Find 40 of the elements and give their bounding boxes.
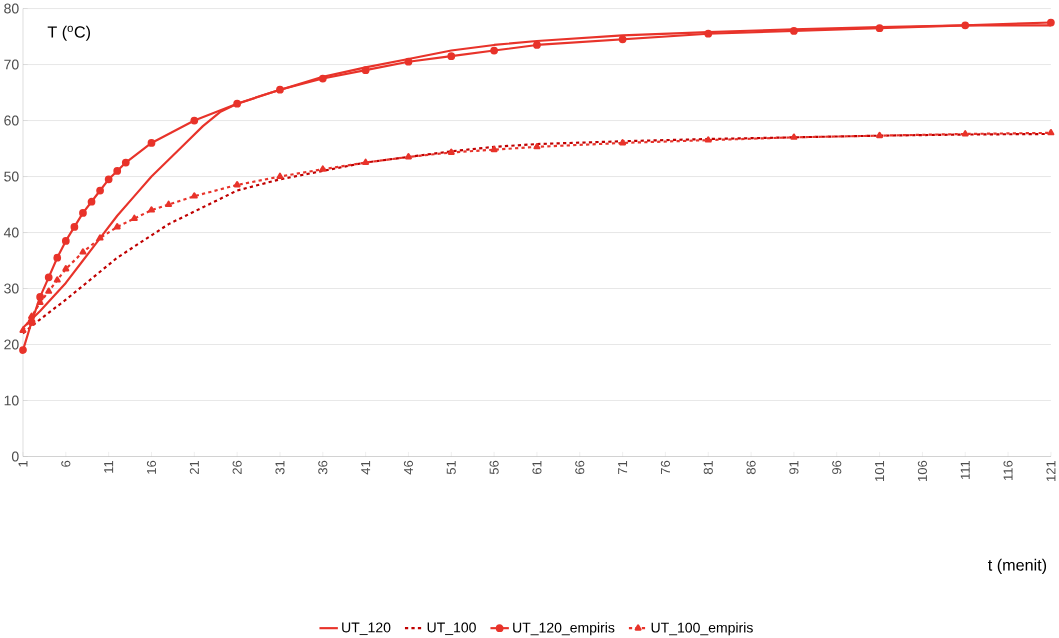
- y-tick-label: 50: [4, 171, 19, 182]
- legend-label: UT_120: [342, 622, 391, 635]
- x-tick-label: 1: [18, 460, 28, 467]
- x-tick-label: 106: [917, 460, 927, 481]
- y-tick-label: 10: [4, 395, 19, 406]
- y-tick-label: 70: [4, 59, 19, 70]
- y-tick-label: 0: [11, 451, 19, 462]
- y-tick-label: 80: [4, 3, 19, 14]
- x-tick-label: 61: [532, 460, 542, 474]
- x-tick-label: 56: [489, 460, 499, 474]
- y-tick-label: 40: [3, 227, 19, 238]
- y-tick-label: 20: [4, 339, 19, 350]
- x-tick-label: 121: [1046, 460, 1056, 481]
- x-tick-label: 21: [189, 460, 199, 474]
- x-tick-label: 51: [446, 460, 456, 474]
- x-tick-label: 76: [660, 460, 670, 474]
- x-tick-label: 71: [618, 460, 628, 474]
- x-tick-label: 6: [61, 460, 71, 467]
- x-tick-label: 116: [1003, 460, 1013, 480]
- x-tick-label: 91: [789, 460, 799, 474]
- x-tick-label: 41: [361, 460, 371, 475]
- x-axis-title: t (menit): [988, 558, 1047, 574]
- legend-label: UT_100: [427, 622, 476, 635]
- x-tick-label: 111: [960, 460, 970, 479]
- x-tick-label: 36: [318, 460, 328, 475]
- x-tick-label: 96: [832, 460, 842, 474]
- x-tick-label: 26: [232, 460, 242, 474]
- y-tick-label: 30: [4, 283, 19, 294]
- x-tick-label: 66: [575, 460, 585, 474]
- x-tick-label: 46: [403, 460, 414, 475]
- x-tick-label: 31: [275, 460, 285, 475]
- y-tick-label: 60: [4, 115, 19, 126]
- x-tick-label: 86: [746, 460, 756, 474]
- x-tick-label: 16: [146, 460, 157, 474]
- legend-label: UT_100_empiris: [651, 622, 753, 636]
- x-tick-label: 101: [875, 460, 885, 481]
- x-tick-label: 81: [703, 460, 713, 474]
- y-axis-title: T ($^{o}$C): [47, 25, 91, 41]
- legend-label: UT_120_empiris: [513, 622, 615, 636]
- x-tick-label: 11: [104, 460, 114, 473]
